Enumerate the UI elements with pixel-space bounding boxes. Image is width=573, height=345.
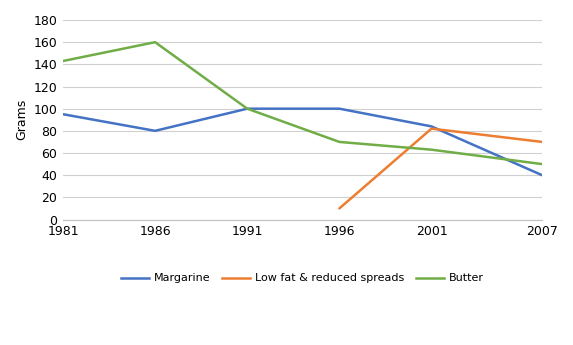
Y-axis label: Grams: Grams bbox=[15, 99, 28, 140]
Butter bbox=[60, 59, 66, 63]
Butter bbox=[152, 40, 159, 44]
Butter bbox=[244, 107, 250, 111]
Low fat & reduced spreads bbox=[428, 127, 435, 131]
Butter bbox=[428, 148, 435, 152]
Butter bbox=[336, 140, 343, 144]
Margarine bbox=[152, 129, 159, 133]
Margarine bbox=[539, 173, 545, 177]
Line: Margarine: Margarine bbox=[63, 109, 542, 175]
Margarine bbox=[336, 107, 343, 111]
Low fat & reduced spreads bbox=[336, 206, 343, 210]
Margarine bbox=[428, 124, 435, 128]
Legend: Margarine, Low fat & reduced spreads, Butter: Margarine, Low fat & reduced spreads, Bu… bbox=[116, 269, 489, 288]
Line: Low fat & reduced spreads: Low fat & reduced spreads bbox=[339, 129, 542, 208]
Low fat & reduced spreads bbox=[539, 140, 545, 144]
Margarine bbox=[244, 107, 250, 111]
Butter bbox=[539, 162, 545, 166]
Margarine bbox=[60, 112, 66, 116]
Line: Butter: Butter bbox=[63, 42, 542, 164]
